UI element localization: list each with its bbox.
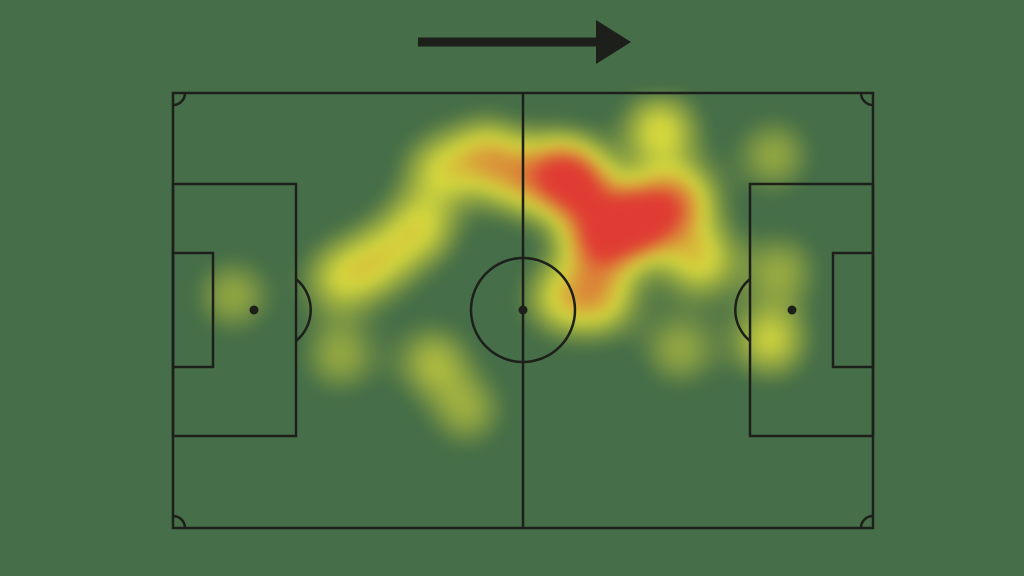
- left-penalty-arc: [295, 278, 312, 342]
- right-penalty-box: [748, 182, 875, 438]
- right-penalty-spot: [787, 305, 797, 315]
- left-goal-area: [171, 251, 215, 369]
- left-penalty-box: [171, 182, 298, 438]
- corner-arc-top-right: [859, 92, 874, 107]
- attack-direction-arrow: [418, 20, 631, 64]
- center-circle: [469, 256, 577, 364]
- corner-arc-bottom-right: [859, 514, 874, 529]
- left-penalty-spot: [249, 305, 259, 315]
- center-spot: [518, 305, 528, 315]
- corner-arc-bottom-left: [172, 514, 187, 529]
- right-goal-area: [831, 251, 875, 369]
- arrow-head: [596, 20, 631, 64]
- corner-arc-top-left: [172, 92, 187, 107]
- right-penalty-arc: [734, 278, 751, 342]
